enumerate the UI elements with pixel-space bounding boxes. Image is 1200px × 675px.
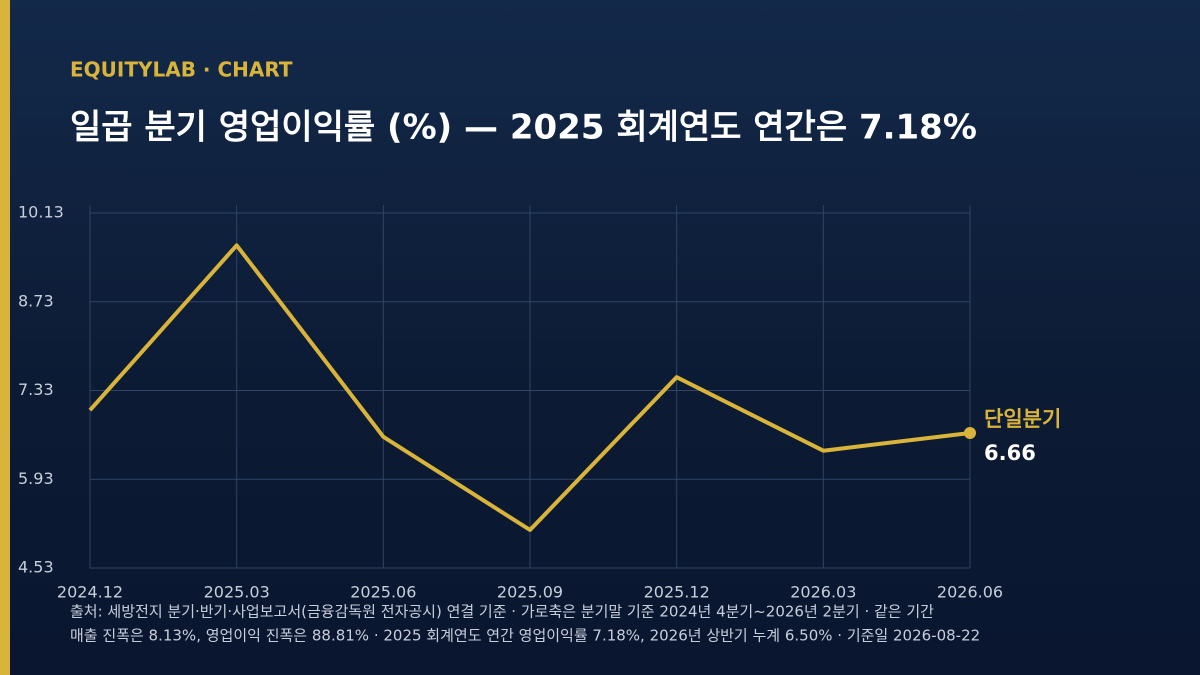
- x-tick-label: 2025.06: [350, 583, 416, 602]
- y-tick-label: 7.33: [18, 380, 54, 399]
- end-point: [964, 426, 976, 439]
- footnote: 매출 진폭은 8.13%, 영업이익 진폭은 88.81% · 2025 회계연…: [70, 627, 980, 645]
- chart-title: 일곱 분기 영업이익률 (%) — 2025 회계연도 연간은 7.18%: [70, 108, 977, 148]
- series-label: 단일분기: [984, 407, 1061, 431]
- data-line: [88, 243, 971, 532]
- y-tick-label: 5.93: [18, 469, 54, 488]
- accent-bar: [0, 0, 10, 675]
- x-tick-label: 2026.06: [937, 583, 1003, 602]
- y-tick-label: 10.13: [18, 203, 64, 222]
- x-tick-label: 2025.12: [644, 583, 710, 602]
- x-tick-label: 2026.03: [790, 583, 856, 602]
- x-tick-label: 2024.12: [57, 583, 123, 602]
- footnote: 출처: 세방전지 분기·반기·사업보고서(금융감독원 전자공시) 연결 기준 ·…: [70, 603, 934, 621]
- x-tick-label: 2025.09: [497, 583, 563, 602]
- value-label: 6.66: [984, 441, 1036, 465]
- y-tick-label: 8.73: [18, 291, 54, 310]
- kicker: EQUITYLAB · CHART: [70, 58, 293, 82]
- x-tick-label: 2025.03: [204, 583, 270, 602]
- y-tick-label: 4.53: [18, 558, 54, 577]
